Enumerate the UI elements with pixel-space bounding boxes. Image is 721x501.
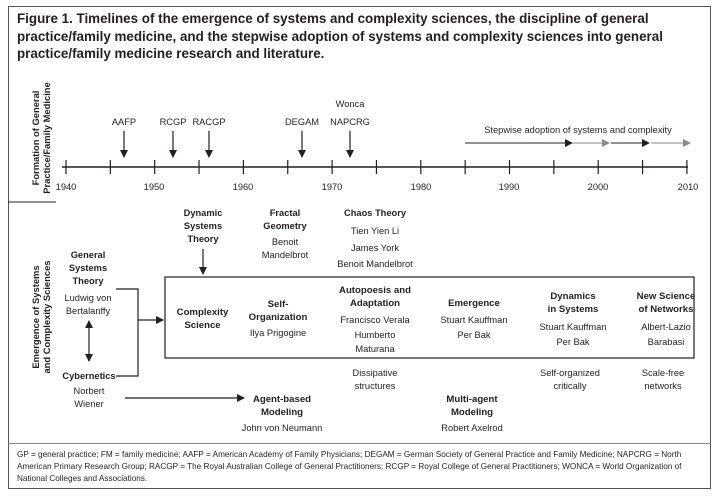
multi-agent-title: Multi-agent Modeling	[446, 394, 498, 418]
emergence-people: Stuart Kauffman Per Bak	[440, 315, 508, 340]
fractal-people: Benoit Mandelbrot	[261, 237, 309, 260]
self-organized-label: Self-organized critically	[540, 368, 600, 391]
cybernetics-people: Norbert Wiener	[73, 386, 105, 409]
org-aafp: AAFP	[111, 117, 137, 127]
figure-frame	[8, 6, 711, 489]
footnote-separator	[8, 443, 711, 444]
dissipative-label: Dissipative structures	[352, 368, 398, 391]
year-label: 1970	[321, 182, 343, 192]
general-systems-people: Ludwig von Bertalanffy	[64, 293, 112, 316]
org-rcgp: RCGP	[159, 117, 187, 127]
general-systems-title: General Systems Theory	[68, 250, 108, 286]
year-label: 1990	[498, 182, 520, 192]
year-label: 1980	[410, 182, 432, 192]
chaos-title: Chaos Theory	[344, 208, 406, 218]
autopoiesis-title: Autopoesis and Adaptation	[339, 285, 411, 309]
dynamics-title: Dynamics in Systems	[547, 291, 599, 315]
org-racgp: RACGP	[192, 117, 226, 127]
networks-people: Albert-Lazio Barabasi	[641, 322, 691, 347]
year-label: 2010	[677, 182, 699, 192]
figure-title: Figure 1. Timelines of the emergence of …	[17, 11, 663, 61]
emergence-title: Emergence	[448, 298, 500, 309]
self-organization-title: Self- Organization	[248, 299, 308, 323]
org-napcrg: NAPCRG	[330, 117, 370, 127]
year-label: 1950	[143, 182, 165, 192]
fractal-title: Fractal Geometry	[263, 208, 307, 231]
multi-agent-people: Robert Axelrod	[441, 423, 503, 433]
autopoiesis-people: Francisco Verala Humberto Maturana	[340, 315, 410, 354]
complexity-box	[164, 276, 695, 359]
side-label-gp: Formation of General Practice/Family Medi…	[30, 82, 52, 194]
agent-based-title: Agent-based Modeling	[252, 394, 312, 418]
dynamic-systems-title: Dynamic Systems Theory	[183, 208, 223, 244]
org-degam: DEGAM	[284, 117, 320, 127]
year-label: 2000	[587, 182, 609, 192]
year-label: 1960	[232, 182, 254, 192]
side-label-systems: Emergence of Systems and Complexity Scien…	[30, 260, 52, 374]
cybernetics-title: Cybernetics	[62, 371, 116, 381]
bracket	[116, 288, 139, 377]
networks-title: New Science of Networks	[636, 291, 696, 315]
scale-free-label: Scale-free networks	[641, 368, 685, 391]
timeline-ticks	[65, 160, 688, 174]
org-wonca: Wonca	[335, 99, 365, 109]
adoption-label: Stepwise adoption of systems and complex…	[484, 125, 672, 135]
self-organization-people: Ilya Prigogine	[249, 328, 307, 338]
dynamics-people: Stuart Kauffman Per Bak	[539, 322, 607, 347]
chaos-people: Tien Yien Li James York Benoit Mandelbro…	[337, 226, 413, 269]
complexity-science-title: Complexity Science	[176, 307, 229, 331]
agent-based-people: John von Neumann	[241, 423, 323, 433]
year-label: 1940	[55, 182, 77, 192]
footnote: GP = general practice; FM = family medic…	[17, 450, 682, 484]
